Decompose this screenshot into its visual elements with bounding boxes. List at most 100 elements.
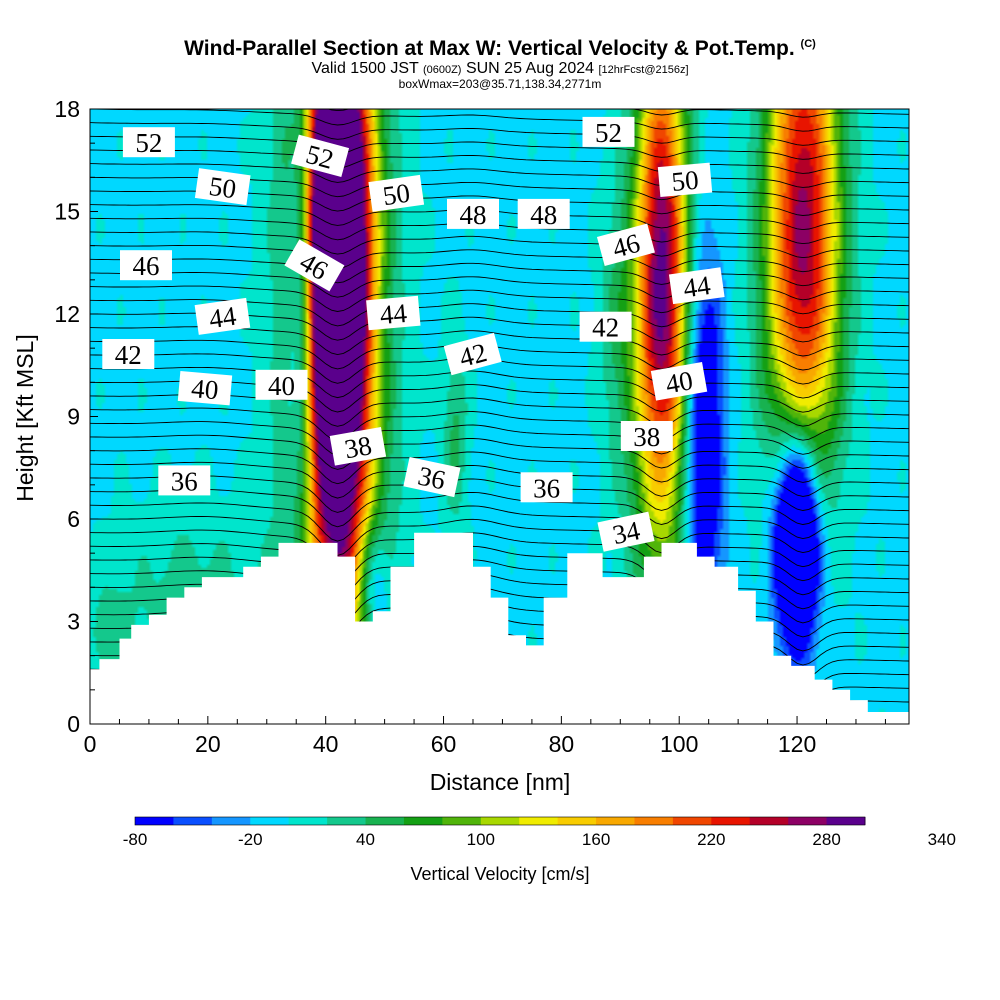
theta-contour-line <box>90 122 909 146</box>
colorbar-segment <box>211 817 251 825</box>
theta-label: 36 <box>520 472 573 503</box>
theta-label-text: 48 <box>530 200 557 230</box>
x-tick-label: 120 <box>778 731 816 757</box>
colorbar-tick-label: 340 <box>928 830 956 849</box>
colorbar-frame <box>134 816 866 826</box>
colorbar-segment <box>634 817 674 825</box>
theta-contour-line <box>90 258 909 287</box>
theta-label-box <box>177 370 233 406</box>
theta-label-text: 38 <box>633 422 660 452</box>
theta-label-text: 40 <box>663 365 695 399</box>
colorbar-segment <box>557 817 597 825</box>
colorbar-segment <box>519 817 559 825</box>
theta-label-box <box>597 511 655 552</box>
x-axis-label: Distance [nm] <box>430 769 571 795</box>
theta-contour-line <box>90 475 909 513</box>
theta-label-text: 44 <box>207 301 238 335</box>
theta-label-box <box>443 332 502 376</box>
colorbar-segment <box>403 817 443 825</box>
y-tick-label: 0 <box>67 711 80 737</box>
theta-label-box <box>158 465 211 496</box>
x-tick-label: 60 <box>431 731 457 757</box>
theta-contour-line <box>90 543 909 585</box>
y-axis: 0 3 6 9 12 15 18 <box>54 96 98 737</box>
theta-label: 36 <box>403 456 461 498</box>
theta-label: 40 <box>177 370 233 406</box>
theta-label: 42 <box>102 339 155 370</box>
theta-label-box <box>102 339 155 369</box>
colorbar-tick-label: 280 <box>812 830 840 849</box>
theta-contour-line <box>90 217 909 245</box>
theta-label-box <box>579 311 632 342</box>
theta-label-text: 50 <box>381 178 412 211</box>
theta-contour-line <box>90 502 909 542</box>
theta-contour-line <box>90 272 909 301</box>
theta-contour-line <box>90 461 909 499</box>
theta-label-text: 52 <box>135 128 162 158</box>
theta-label-box <box>447 198 499 229</box>
theta-label: 38 <box>620 421 673 452</box>
chart-subtitle-2: boxWmax=203@35.71,138.34,2771m <box>398 77 602 91</box>
theta-contour-line <box>90 421 909 456</box>
copyright-mark: (C) <box>800 38 816 50</box>
colorbar: -80 -20 40 100 160 220 280 340 <box>123 816 956 849</box>
theta-label-box <box>520 472 573 503</box>
theta-contour-line <box>90 339 909 371</box>
theta-label-text: 42 <box>115 340 142 370</box>
theta-label-text: 44 <box>379 298 409 330</box>
theta-label: 52 <box>122 127 175 158</box>
theta-label-box <box>194 168 251 206</box>
x-tick-label: 80 <box>549 731 575 757</box>
colorbar-segment <box>365 817 405 825</box>
theta-label-box <box>517 198 570 229</box>
y-tick-label: 9 <box>67 404 80 430</box>
theta-label: 52 <box>582 116 635 148</box>
theta-label-box <box>284 239 345 292</box>
theta-contour-line <box>90 204 909 231</box>
y-tick-label: 15 <box>54 199 80 225</box>
theta-label-text: 48 <box>460 200 487 230</box>
theta-label-box <box>366 295 421 331</box>
theta-label-box <box>329 427 387 466</box>
theta-contour-line <box>90 570 909 614</box>
x-tick-label: 0 <box>84 731 97 757</box>
theta-label-text: 50 <box>207 171 238 204</box>
theta-label: 50 <box>657 162 713 198</box>
theta-contour-line <box>90 516 909 556</box>
theta-label-box <box>194 297 251 335</box>
colorbar-segment <box>173 817 213 825</box>
chart-subtitle: Valid 1500 JST (0600Z) SUN 25 Aug 2024 [… <box>311 60 689 77</box>
theta-label: 42 <box>579 311 632 343</box>
theta-contour-line <box>90 231 909 259</box>
theta-contour-line <box>90 366 909 399</box>
theta-label: 44 <box>194 297 251 335</box>
theta-label-text: 52 <box>595 118 622 148</box>
theta-label-box <box>122 127 175 158</box>
theta-label-text: 50 <box>670 165 700 197</box>
x-tick-label: 20 <box>195 731 221 757</box>
colorbar-tick-label: 40 <box>356 830 375 849</box>
theta-label: 40 <box>255 369 308 401</box>
theta-label-box <box>255 369 308 400</box>
theta-label: 46 <box>596 223 655 266</box>
theta-label-text: 40 <box>190 373 220 405</box>
x-tick-label: 100 <box>660 731 698 757</box>
theta-label-box <box>650 362 708 401</box>
colorbar-segment <box>442 817 482 825</box>
colorbar-segment <box>672 817 712 825</box>
theta-contour-line <box>90 244 909 273</box>
colorbar-segment <box>288 817 328 825</box>
theta-label: 48 <box>517 198 570 230</box>
theta-contour-line <box>90 109 909 132</box>
theta-contour-line <box>90 299 909 329</box>
theta-label-box <box>403 456 461 498</box>
colorbar-segment <box>250 817 290 825</box>
y-tick-label: 18 <box>54 96 80 122</box>
theta-label: 42 <box>443 332 502 376</box>
theta-label-box <box>120 250 172 281</box>
theta-contour-line <box>90 434 909 470</box>
theta-label-box <box>657 162 713 198</box>
colorbar-label: Vertical Velocity [cm/s] <box>410 864 589 884</box>
